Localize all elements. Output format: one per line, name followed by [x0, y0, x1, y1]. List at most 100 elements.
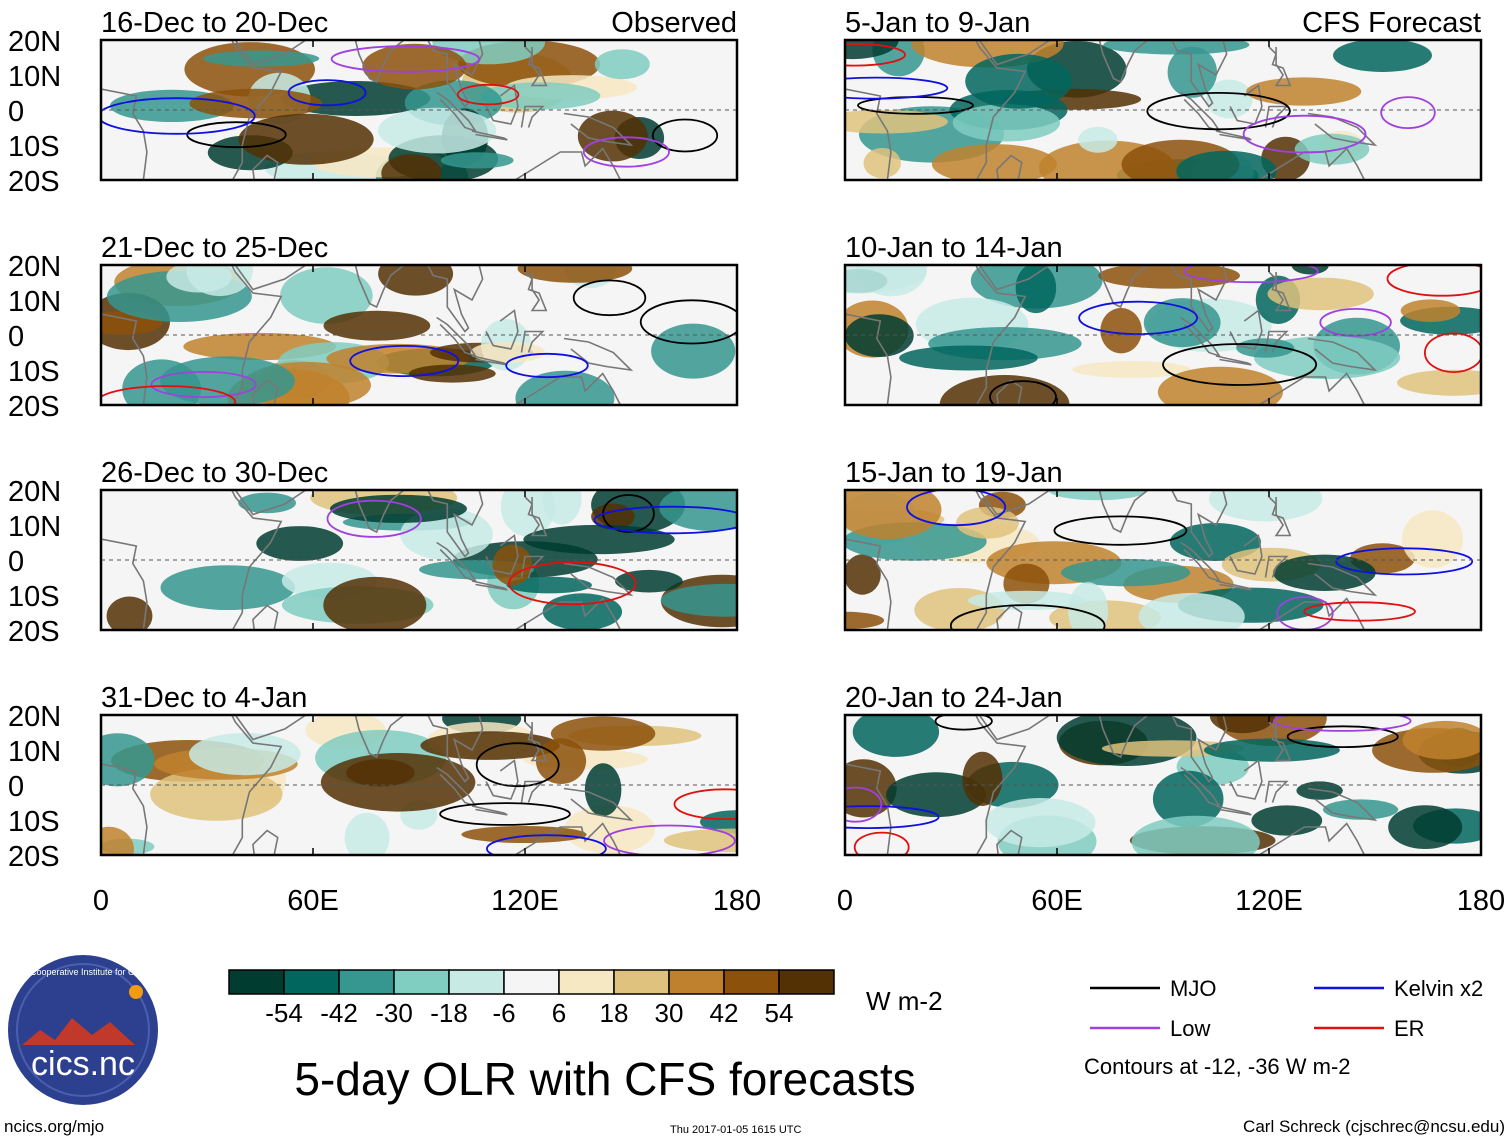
olr-anomaly-area [378, 107, 497, 154]
mjo-contour [572, 279, 647, 317]
coastline [485, 534, 519, 575]
column-header: CFS Forecast [1302, 7, 1481, 39]
olr-anomaly-area [160, 356, 295, 405]
latitude-label: 0 [8, 546, 24, 578]
olr-anomaly-area [150, 768, 283, 821]
coastline [524, 721, 548, 762]
olr-anomaly-area [1157, 366, 1283, 405]
coastline [520, 330, 545, 353]
mjo-contour [651, 118, 719, 153]
latitude-label: 10S [8, 356, 60, 388]
latitude-label: 0 [8, 96, 24, 128]
olr-anomaly-area [320, 753, 476, 812]
colorbar-label: 18 [600, 998, 629, 1028]
low-contour [603, 824, 736, 855]
coastline [353, 715, 484, 783]
olr-anomaly-area [663, 828, 737, 853]
latitude-label: 20S [8, 391, 60, 423]
colorbar-label: -42 [320, 998, 358, 1028]
colorbar-swatch [448, 969, 505, 995]
olr-anomaly-area [160, 565, 295, 610]
olr-anomaly-area [852, 715, 940, 757]
olr-anomaly-area [965, 53, 1072, 109]
kelvin-x2-contour [349, 344, 460, 377]
coastline [520, 105, 545, 128]
coastline [524, 271, 548, 312]
panel-frame [99, 38, 739, 182]
coastline [234, 265, 307, 291]
coastline [513, 372, 622, 405]
kelvin-x2-contour [845, 805, 940, 829]
er-contour [101, 385, 237, 405]
latitude-label: 0 [8, 771, 24, 803]
er-contour [1424, 332, 1481, 373]
olr-anomaly-area [330, 494, 467, 523]
olr-anomaly-area [420, 731, 560, 760]
longitude-label: 60E [287, 885, 339, 917]
olr-anomaly-area [1100, 308, 1142, 354]
olr-anomaly-area [542, 490, 582, 525]
olr-anomaly-area [660, 583, 737, 617]
olr-anomaly-area [1273, 554, 1376, 591]
olr-anomaly-area [203, 50, 320, 67]
colorbar-swatch [338, 969, 395, 995]
coastline [485, 84, 519, 125]
coastline [845, 265, 1027, 405]
coastline [234, 715, 307, 741]
olr-anomaly-area [323, 576, 427, 630]
olr-anomaly-area [408, 364, 496, 383]
coastline [1215, 355, 1252, 366]
olr-anomaly-area [1138, 592, 1245, 630]
coastline [485, 309, 519, 350]
olr-anomaly-area [1103, 40, 1250, 55]
latitude-label: 10S [8, 806, 60, 838]
olr-anomaly-area [863, 148, 901, 179]
colorbar-label: -6 [492, 998, 515, 1028]
olr-anomaly-area [256, 526, 344, 561]
er-contour [845, 42, 906, 67]
coastline [101, 265, 283, 405]
legend-label: Kelvin x2 [1394, 976, 1483, 1001]
colorbar-swatch [613, 969, 670, 995]
latitude-label: 20N [8, 26, 61, 58]
olr-anomaly-area [956, 506, 1019, 539]
legend-label: Low [1170, 1016, 1210, 1041]
latitude-label: 10S [8, 581, 60, 613]
kelvin-x2-contour [101, 97, 256, 135]
coastline [101, 40, 283, 180]
panel-frame [843, 38, 1483, 182]
kelvin-x2-contour [593, 505, 737, 535]
olr-anomaly-area [1048, 490, 1148, 501]
colorbar-label: 30 [655, 998, 684, 1028]
coastline [563, 787, 634, 822]
olr-anomaly-area [962, 751, 1003, 807]
longitude-label: 120E [1235, 885, 1303, 917]
footer-url[interactable]: ncics.org/mjo [4, 1117, 104, 1136]
mjo-contour [1286, 725, 1399, 748]
olr-anomaly-area [515, 370, 615, 405]
colorbar-label: -30 [375, 998, 413, 1028]
coastline [1229, 534, 1263, 575]
coastline [101, 490, 283, 630]
coastline [1257, 822, 1366, 855]
low-contour [330, 45, 481, 73]
kelvin-x2-contour [1078, 300, 1198, 335]
latitude-label: 20N [8, 476, 61, 508]
panel-frame [99, 713, 739, 857]
low-contour [326, 499, 422, 538]
longitude-label: 0 [837, 885, 853, 917]
olr-anomaly-area [1061, 558, 1191, 587]
mjo-contour [475, 742, 560, 788]
kelvin-x2-contour [1335, 547, 1474, 576]
olr-anomaly-area [1323, 799, 1399, 820]
er-contour [456, 83, 520, 106]
coastline [234, 40, 307, 66]
latitude-label: 20N [8, 701, 61, 733]
coastline [1264, 555, 1289, 578]
olr-anomaly-area [952, 104, 1061, 142]
coastline [1268, 721, 1292, 762]
olr-anomaly-area [845, 40, 899, 60]
